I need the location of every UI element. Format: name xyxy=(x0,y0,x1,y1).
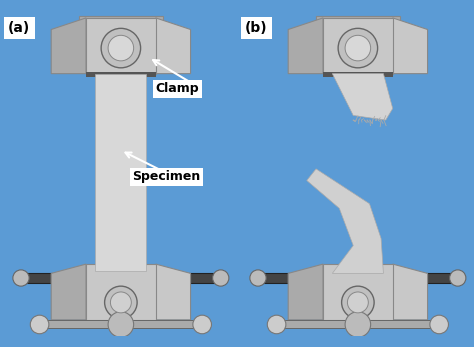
Polygon shape xyxy=(307,169,383,273)
FancyBboxPatch shape xyxy=(323,264,392,320)
Circle shape xyxy=(30,315,49,334)
FancyBboxPatch shape xyxy=(253,273,462,283)
Circle shape xyxy=(110,292,131,313)
Circle shape xyxy=(338,28,378,68)
FancyBboxPatch shape xyxy=(323,18,392,74)
Text: Clamp: Clamp xyxy=(155,82,200,95)
Text: (b): (b) xyxy=(245,21,268,35)
Circle shape xyxy=(213,270,229,286)
Circle shape xyxy=(108,312,134,337)
FancyBboxPatch shape xyxy=(277,320,439,328)
Circle shape xyxy=(108,35,134,61)
FancyBboxPatch shape xyxy=(86,264,155,320)
Circle shape xyxy=(101,28,141,68)
FancyBboxPatch shape xyxy=(316,16,400,29)
FancyBboxPatch shape xyxy=(39,320,202,328)
Circle shape xyxy=(105,286,137,319)
Polygon shape xyxy=(51,264,86,320)
Circle shape xyxy=(267,315,286,334)
Text: Specimen: Specimen xyxy=(132,170,201,184)
Circle shape xyxy=(250,270,266,286)
FancyBboxPatch shape xyxy=(86,18,155,74)
Circle shape xyxy=(13,270,29,286)
FancyBboxPatch shape xyxy=(323,73,392,77)
Polygon shape xyxy=(155,18,191,74)
Circle shape xyxy=(345,312,371,337)
Polygon shape xyxy=(288,264,323,320)
Circle shape xyxy=(193,315,211,334)
Circle shape xyxy=(450,270,466,286)
Polygon shape xyxy=(288,18,323,74)
FancyBboxPatch shape xyxy=(86,73,155,77)
Circle shape xyxy=(345,35,371,61)
FancyBboxPatch shape xyxy=(95,74,146,271)
Polygon shape xyxy=(155,264,191,320)
Circle shape xyxy=(347,292,368,313)
Text: (a): (a) xyxy=(8,21,30,35)
Polygon shape xyxy=(332,74,392,120)
Polygon shape xyxy=(392,18,428,74)
FancyBboxPatch shape xyxy=(16,273,226,283)
Circle shape xyxy=(430,315,448,334)
Circle shape xyxy=(342,286,374,319)
Polygon shape xyxy=(392,264,428,320)
FancyBboxPatch shape xyxy=(79,16,163,29)
Polygon shape xyxy=(51,18,86,74)
